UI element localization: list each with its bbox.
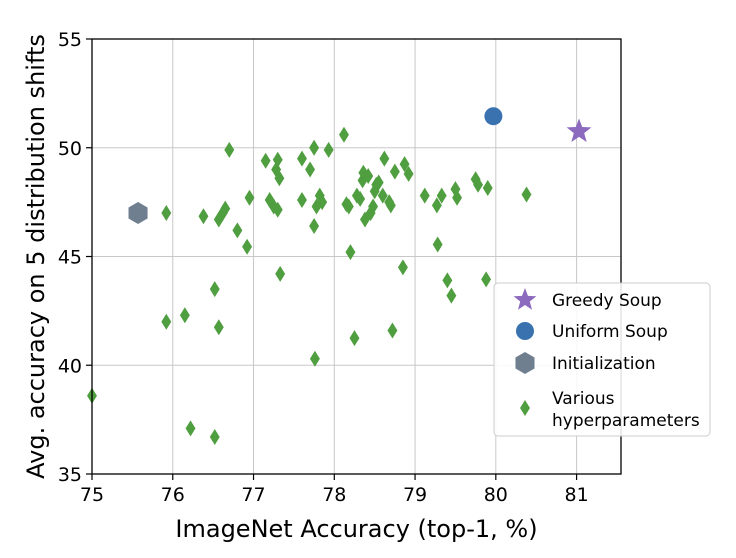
data-points <box>87 107 592 446</box>
diamond-point <box>473 176 484 193</box>
x-tick-label: 80 <box>484 484 508 506</box>
diamond-point <box>355 190 366 207</box>
diamond-point <box>217 205 228 221</box>
diamond-point <box>274 170 285 187</box>
legend-label: Initialization <box>552 354 656 374</box>
legend-circle-icon <box>516 322 534 340</box>
legend: Greedy Soup Uniform Soup Initialization Var… <box>493 282 711 437</box>
diamond-point <box>385 197 396 214</box>
diamond-point <box>272 151 283 168</box>
diamond-point <box>379 150 390 167</box>
legend-star-icon <box>513 288 537 310</box>
diamond-point <box>343 198 354 215</box>
y-tick-label: 40 <box>58 355 82 377</box>
star-point <box>566 118 592 142</box>
x-tick-label: 77 <box>241 484 265 506</box>
diamond-point <box>446 287 457 304</box>
legend-box <box>493 282 711 437</box>
diamond-point <box>323 141 334 158</box>
diamond-point <box>161 313 172 330</box>
diamond-point <box>317 194 328 211</box>
diamond-point <box>272 201 283 218</box>
y-tick-label: 55 <box>58 29 82 51</box>
diamond-point <box>213 319 224 336</box>
diamond-point <box>373 174 384 191</box>
hexagon-point <box>128 202 148 224</box>
y-axis-label: Avg. accuracy on 5 distribution shifts <box>22 34 50 479</box>
legend-label: Greedy Soup <box>552 291 662 311</box>
diamond-point <box>309 350 320 367</box>
y-tick-label: 35 <box>58 464 82 486</box>
diamond-point <box>309 218 320 235</box>
diamond-point <box>452 189 463 206</box>
circle-point <box>484 107 503 126</box>
diamond-point <box>309 139 320 156</box>
diamond-point <box>297 191 307 208</box>
diamond-point <box>387 322 398 339</box>
diamond-point <box>389 163 400 180</box>
diamond-point <box>377 187 388 204</box>
diamond-point <box>436 187 447 204</box>
x-axis-label: ImageNet Accuracy (top-1, %) <box>175 515 537 543</box>
diamond-point <box>161 205 172 221</box>
diamond-point <box>363 168 374 185</box>
diamond-point <box>397 259 408 276</box>
diamond-point <box>275 265 286 282</box>
diamond-point <box>349 330 360 347</box>
diamond-point <box>482 179 493 196</box>
diamond-point <box>419 187 430 204</box>
legend-hexagon-icon <box>515 352 535 374</box>
legend-diamond-icon <box>520 400 530 416</box>
axis-ticks: 75 76 77 78 79 80 81 35 40 45 50 55 <box>58 29 589 506</box>
diamond-point <box>403 165 414 182</box>
diamond-point <box>185 420 196 437</box>
diamond-point <box>198 208 209 225</box>
diamond-point <box>368 198 379 215</box>
diamond-point <box>242 238 253 255</box>
diamond-point <box>244 189 255 206</box>
diamond-point <box>297 150 307 167</box>
diamond-point <box>268 198 279 215</box>
x-tick-label: 76 <box>161 484 185 506</box>
y-tick-label: 45 <box>58 247 82 269</box>
diamond-point <box>232 222 243 239</box>
legend-label: Uniform Soup <box>552 322 668 342</box>
diamond-point <box>442 272 453 289</box>
diamond-point <box>399 156 410 173</box>
diamond-point <box>224 141 235 158</box>
diamond-point <box>305 161 316 178</box>
diamond-point <box>339 126 349 143</box>
diamond-point <box>209 429 220 446</box>
x-tick-label: 75 <box>80 484 104 506</box>
legend-label: Various hyperparameters <box>552 389 700 431</box>
diamond-point <box>179 307 190 324</box>
x-tick-label: 78 <box>322 484 346 506</box>
y-tick-label: 50 <box>58 138 82 160</box>
diamond-point <box>220 200 231 217</box>
diamond-point <box>260 152 271 169</box>
diamond-point <box>432 236 443 253</box>
diamond-point <box>521 186 532 203</box>
x-tick-label: 81 <box>564 484 588 506</box>
x-tick-label: 79 <box>403 484 427 506</box>
diamond-point <box>481 271 492 288</box>
diamond-point <box>209 281 220 298</box>
diamond-point <box>431 197 442 214</box>
diamond-point <box>345 244 356 261</box>
